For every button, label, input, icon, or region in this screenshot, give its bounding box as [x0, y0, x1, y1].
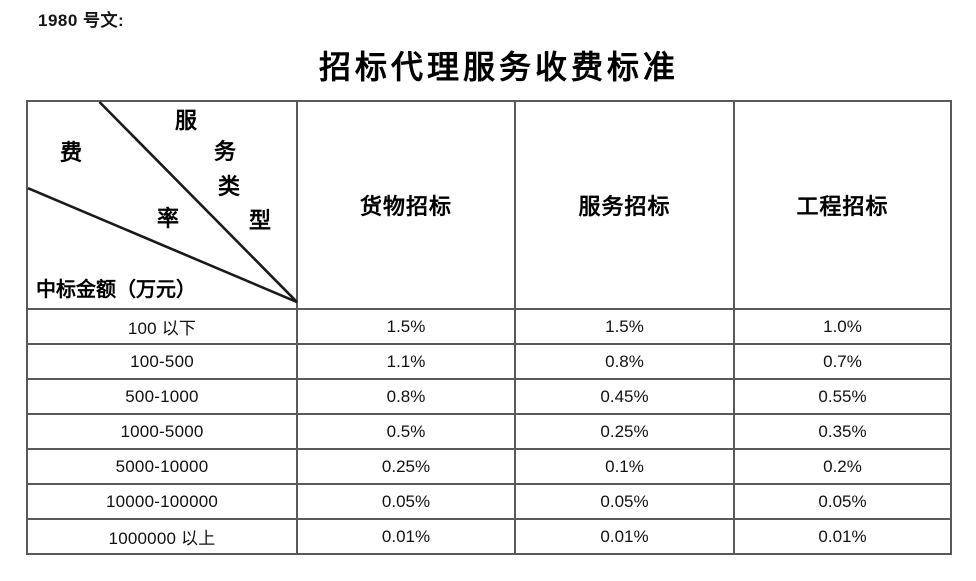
- rate-project: 0.05%: [733, 483, 952, 520]
- rate-service: 1.5%: [514, 308, 735, 345]
- corner-amount-label: 中标金额（万元）: [36, 279, 196, 301]
- column-header-service: 服务招标: [514, 100, 735, 310]
- rate-project: 0.2%: [733, 448, 952, 485]
- rate-service: 0.45%: [514, 378, 735, 415]
- table-header-row: 服 务 类 型 费 率 中标金额（万元） 货物招标 服务招标 工程招标: [26, 100, 952, 310]
- rate-goods: 0.25%: [296, 448, 516, 485]
- table-row: 500-1000 0.8% 0.45% 0.55%: [26, 378, 952, 415]
- amount-range: 5000-10000: [26, 448, 298, 485]
- rate-project: 0.35%: [733, 413, 952, 450]
- page-title: 招标代理服务收费标准: [318, 49, 679, 85]
- rate-service: 0.05%: [514, 483, 735, 520]
- table-row: 10000-100000 0.05% 0.05% 0.05%: [26, 483, 952, 520]
- rate-project: 0.55%: [733, 378, 952, 415]
- table-row: 5000-10000 0.25% 0.1% 0.2%: [26, 448, 952, 485]
- amount-range: 1000-5000: [26, 413, 298, 450]
- diagonal-corner-cell: 服 务 类 型 费 率 中标金额（万元）: [26, 100, 298, 310]
- rate-goods: 0.01%: [296, 518, 516, 555]
- rate-goods: 1.1%: [296, 343, 516, 380]
- fee-standard-table: 服 务 类 型 费 率 中标金额（万元） 货物招标 服务招标 工程招标 100 …: [26, 100, 952, 555]
- rate-project: 0.7%: [733, 343, 952, 380]
- rate-project: 1.0%: [733, 308, 952, 345]
- table-row: 1000000 以上 0.01% 0.01% 0.01%: [26, 518, 952, 555]
- rate-goods: 0.8%: [296, 378, 516, 415]
- amount-range: 100-500: [26, 343, 298, 380]
- amount-range: 10000-100000: [26, 483, 298, 520]
- corner-service-type-char: 务: [214, 139, 237, 164]
- corner-fee-rate-char: 费: [60, 140, 83, 165]
- corner-service-type-char: 服: [175, 108, 198, 133]
- rate-service: 0.1%: [514, 448, 735, 485]
- rate-goods: 0.5%: [296, 413, 516, 450]
- rate-service: 0.8%: [514, 343, 735, 380]
- rate-goods: 1.5%: [296, 308, 516, 345]
- corner-service-type-char: 类: [218, 174, 241, 199]
- rate-goods: 0.05%: [296, 483, 516, 520]
- amount-range: 1000000 以上: [26, 518, 298, 555]
- table-row: 100-500 1.1% 0.8% 0.7%: [26, 343, 952, 380]
- rate-service: 0.25%: [514, 413, 735, 450]
- corner-service-type-char: 型: [249, 208, 272, 233]
- rate-service: 0.01%: [514, 518, 735, 555]
- table-row: 1000-5000 0.5% 0.25% 0.35%: [26, 413, 952, 450]
- column-header-goods: 货物招标: [296, 100, 516, 310]
- corner-fee-rate-char: 率: [157, 206, 180, 231]
- amount-range: 500-1000: [26, 378, 298, 415]
- table-row: 100 以下 1.5% 1.5% 1.0%: [26, 308, 952, 345]
- rate-project: 0.01%: [733, 518, 952, 555]
- amount-range: 100 以下: [26, 308, 298, 345]
- column-header-project: 工程招标: [733, 100, 952, 310]
- doc-number: 1980 号文:: [38, 11, 125, 30]
